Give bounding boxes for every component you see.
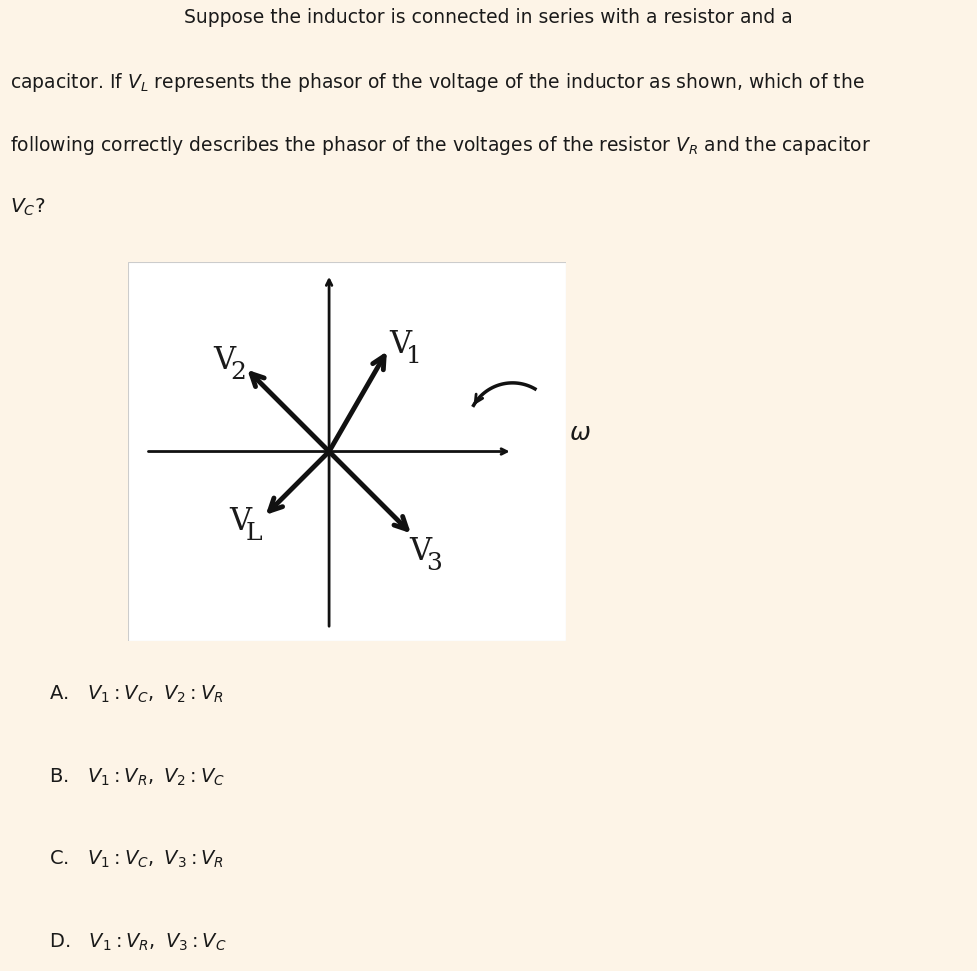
Text: V: V [389, 329, 411, 360]
Text: $V_C$?: $V_C$? [10, 197, 45, 218]
Text: Suppose the inductor is connected in series with a resistor and a: Suppose the inductor is connected in ser… [184, 8, 793, 26]
Text: V: V [213, 346, 235, 376]
Text: $\omega$: $\omega$ [570, 422, 591, 446]
Text: capacitor. If $V_L$ represents the phasor of the voltage of the inductor as show: capacitor. If $V_L$ represents the phaso… [10, 71, 865, 93]
Text: V: V [229, 506, 251, 537]
Text: 2: 2 [231, 361, 246, 385]
Text: following correctly describes the phasor of the voltages of the resistor $V_R$ a: following correctly describes the phasor… [10, 134, 871, 156]
Text: D.   $V_1 : V_R,\ V_3 : V_C$: D. $V_1 : V_R,\ V_3 : V_C$ [49, 931, 227, 953]
Text: V: V [408, 536, 431, 567]
Text: L: L [246, 521, 263, 545]
Text: B.   $V_1 : V_R,\ V_2 : V_C$: B. $V_1 : V_R,\ V_2 : V_C$ [49, 766, 225, 787]
Text: 1: 1 [406, 345, 422, 368]
Text: 3: 3 [426, 552, 442, 575]
Text: C.   $V_1 : V_C,\ V_3 : V_R$: C. $V_1 : V_C,\ V_3 : V_R$ [49, 849, 224, 870]
Text: A.   $V_1 : V_C,\ V_2 : V_R$: A. $V_1 : V_C,\ V_2 : V_R$ [49, 684, 224, 705]
